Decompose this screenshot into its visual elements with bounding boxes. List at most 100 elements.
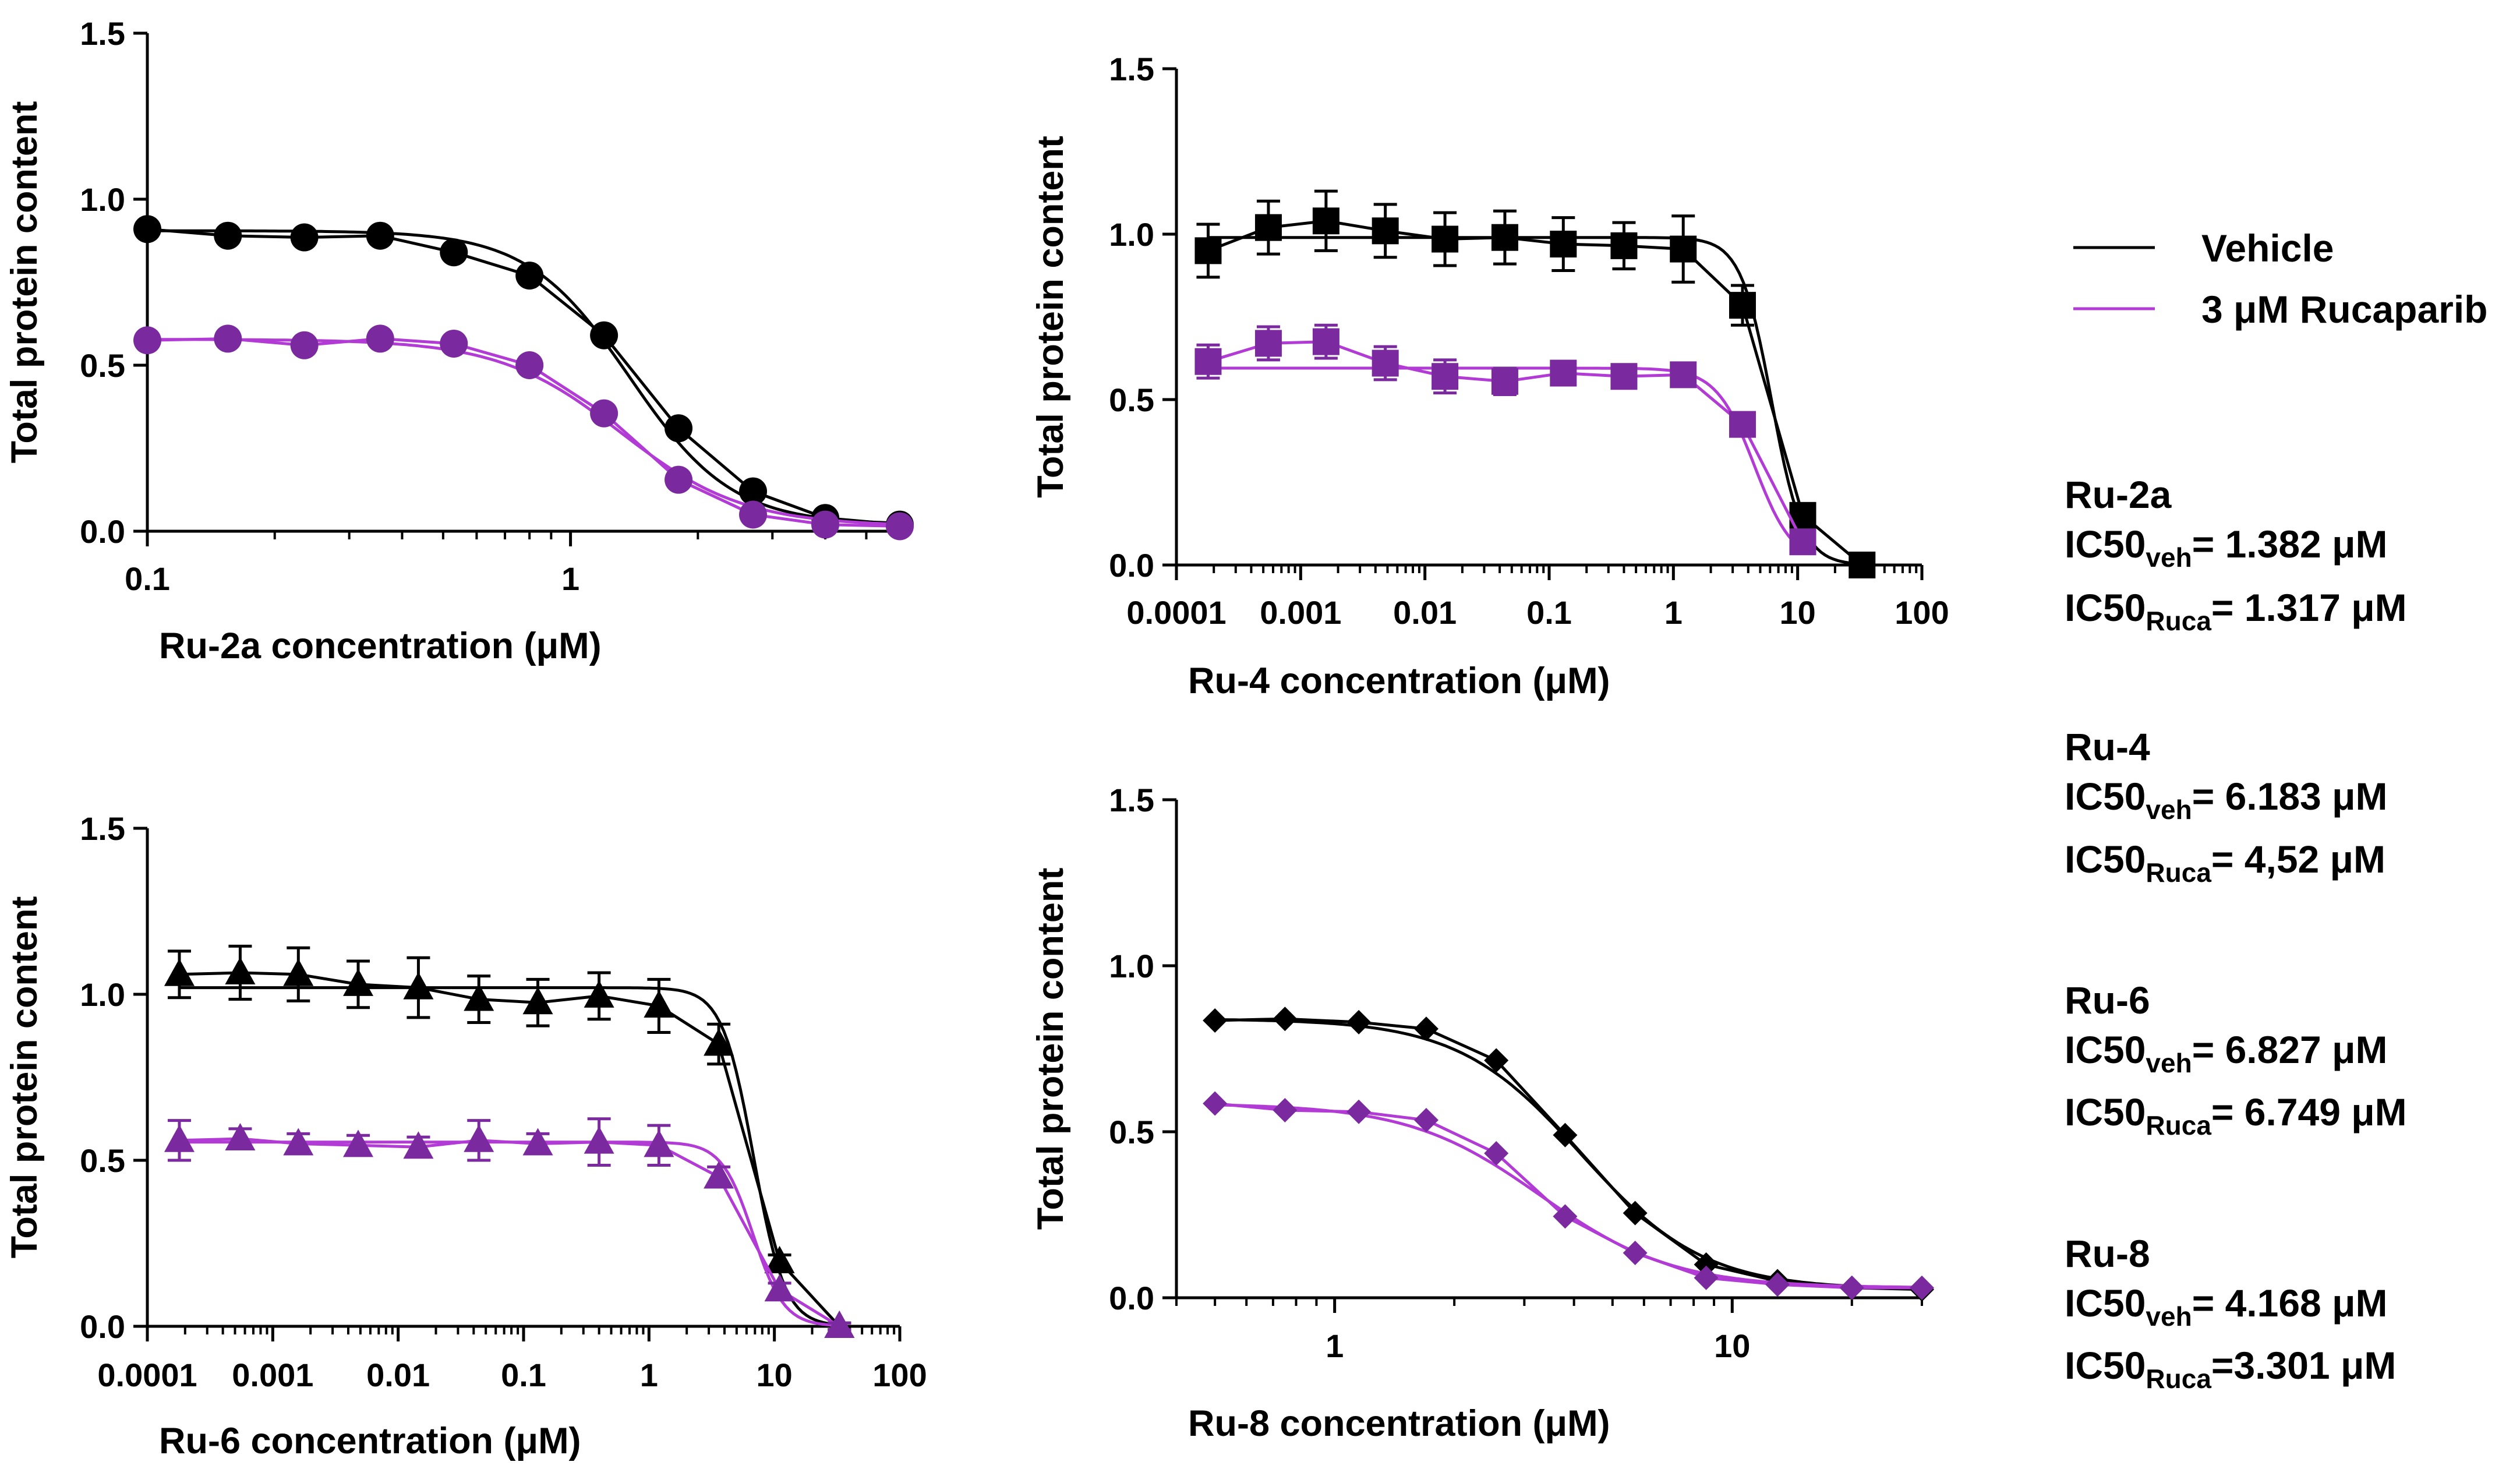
annotation-ic50-rucaparib: IC50Ruca= 6.749 μM <box>2065 1090 2407 1140</box>
annotation-ic50-vehicle: IC50veh= 6.183 μM <box>2065 775 2387 825</box>
data-point <box>1254 214 1282 241</box>
series-vehicle <box>1194 189 1876 578</box>
y-axis-label: Total protein content <box>1030 868 1071 1230</box>
data-point <box>665 465 693 494</box>
fit-curve <box>1215 1018 1922 1290</box>
data-point <box>886 512 914 541</box>
legend-label-vehicle: Vehicle <box>2201 227 2334 270</box>
data-point <box>811 510 840 539</box>
data-point <box>665 414 693 443</box>
data-point <box>584 980 614 1008</box>
y-tick-label: 0.5 <box>1109 1114 1154 1150</box>
data-point <box>1839 1275 1864 1300</box>
annotation-ic50-vehicle: IC50veh= 4.168 μM <box>2065 1281 2387 1332</box>
data-point <box>225 956 256 984</box>
legend: Vehicle 3 μM Rucaparib <box>2073 227 2488 331</box>
x-tick-label: 0.01 <box>1393 594 1457 631</box>
x-tick-label: 0.001 <box>1260 594 1341 631</box>
data-point <box>440 329 468 358</box>
data-point <box>1491 224 1518 251</box>
data-point <box>1273 1007 1298 1032</box>
chart-panels: 0.0 0.5 1.0 1.5 0.1 1 Ru-2a concentration (μM)… <box>4 15 1949 1461</box>
data-point <box>1346 1009 1372 1034</box>
connecting-line <box>1207 219 1863 566</box>
x-tick-label: 0.001 <box>232 1357 313 1393</box>
data-point <box>1694 1265 1719 1290</box>
chart-ru2a: 0.0 0.5 1.0 1.5 0.1 1 Ru-2a concentration (μM)… <box>4 15 914 666</box>
annotation-ic50-rucaparib: IC50Ruca=3.301 μM <box>2065 1344 2396 1394</box>
y-tick-label: 1.0 <box>1109 948 1154 984</box>
data-point <box>1484 1048 1509 1073</box>
data-point <box>1765 1272 1790 1297</box>
data-point <box>515 351 544 379</box>
data-point <box>283 958 314 986</box>
data-point <box>1670 361 1697 389</box>
data-point <box>343 1129 374 1157</box>
data-point <box>164 958 195 986</box>
data-point <box>824 1311 855 1338</box>
data-point <box>1670 235 1697 263</box>
y-tick-label: 0.5 <box>80 1142 125 1179</box>
data-point <box>1910 1275 1934 1300</box>
x-tick-label: 10 <box>757 1357 793 1393</box>
series-rucaparib <box>164 1117 855 1338</box>
y-tick-label: 1.5 <box>80 810 125 847</box>
annotation-compound-name: Ru-4 <box>2065 725 2150 768</box>
series-vehicle <box>1203 1007 1934 1302</box>
data-point <box>1346 1099 1372 1124</box>
x-tick-label: 100 <box>872 1357 927 1393</box>
x-tick-label: 0.0001 <box>1126 594 1226 631</box>
data-point <box>464 1124 494 1152</box>
data-point <box>522 987 553 1015</box>
y-tick-label: 1.5 <box>1109 51 1154 87</box>
data-point <box>1729 411 1756 438</box>
x-tick-label: 0.0001 <box>97 1357 197 1393</box>
data-point <box>644 1129 674 1157</box>
data-point <box>590 321 618 349</box>
x-tick-label: 100 <box>1895 594 1949 631</box>
data-point <box>440 238 468 267</box>
chart-ru8: 0.0 0.5 1.0 1.5 1 10 Ru-8 concentration (μM) To… <box>1030 782 1934 1444</box>
annotation-ru8: Ru-8 IC50veh= 4.168 μM IC50Ruca=3.301 μM <box>2065 1232 2396 1394</box>
data-point <box>522 1128 553 1156</box>
x-axis-label: Ru-6 concentration (μM) <box>159 1421 581 1461</box>
data-point <box>1203 1008 1228 1033</box>
data-point <box>764 1274 795 1302</box>
x-axis-label: Ru-8 concentration (μM) <box>1188 1403 1610 1444</box>
annotation-ic50-vehicle: IC50veh= 1.382 μM <box>2065 522 2387 573</box>
x-tick-label: 1 <box>561 560 579 597</box>
series-rucaparib <box>1194 323 1816 556</box>
data-point <box>704 1161 734 1189</box>
data-point <box>1413 1108 1439 1133</box>
data-point <box>1312 207 1339 235</box>
y-tick-label: 1.0 <box>80 181 125 218</box>
data-point <box>133 215 161 243</box>
data-point <box>644 990 674 1018</box>
data-point <box>366 324 394 353</box>
annotation-ic50-rucaparib: IC50Ruca= 4,52 μM <box>2065 838 2385 888</box>
chart-ru6: 0.0 0.5 1.0 1.5 0.0001 0.001 0.01 0.1 1 10 100 Ru-6… <box>4 810 927 1461</box>
data-point <box>1432 363 1459 390</box>
data-point <box>214 221 242 250</box>
x-tick-label: 1 <box>1664 594 1683 631</box>
y-tick-label: 0.5 <box>1109 382 1154 418</box>
data-point <box>1372 217 1399 245</box>
data-point <box>1194 348 1222 375</box>
y-tick-label: 1.5 <box>1109 782 1154 818</box>
data-point <box>1484 1141 1509 1166</box>
y-axis-label: Total protein content <box>4 896 45 1259</box>
data-point <box>290 223 319 252</box>
data-point <box>590 399 618 428</box>
data-point <box>1849 552 1876 578</box>
y-tick-label: 0.5 <box>80 347 125 384</box>
data-point <box>343 968 374 996</box>
data-point <box>225 1122 256 1150</box>
x-tick-label: 0.1 <box>501 1357 546 1393</box>
data-point <box>1623 1200 1648 1226</box>
connecting-line <box>179 971 841 1327</box>
x-tick-label: 0.1 <box>125 560 170 597</box>
data-point <box>1553 1122 1578 1147</box>
data-point <box>366 221 394 250</box>
data-point <box>403 972 434 1000</box>
